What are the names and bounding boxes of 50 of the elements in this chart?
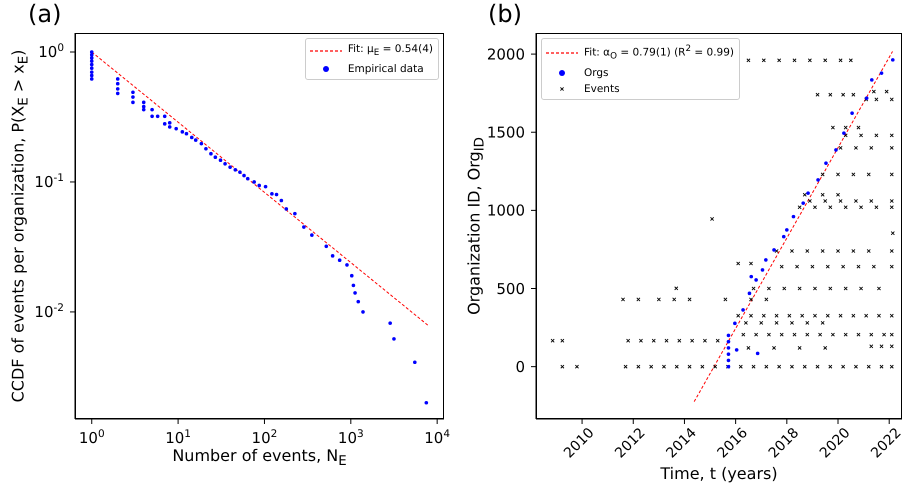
point [870, 78, 874, 82]
y-tick-label: 10$^{-1}$ [34, 172, 64, 192]
y-tick-label: 10$^{-2}$ [34, 302, 64, 322]
point [785, 228, 789, 232]
point [842, 131, 846, 135]
legend-label: Fit: α$_{O}$ = 0.79(1) (R$^{2}$ = 0.99) [584, 43, 734, 64]
x-tick-label: 10$^{2}$ [252, 428, 278, 447]
point [748, 292, 752, 296]
point [890, 58, 895, 62]
point [756, 352, 760, 356]
point [764, 258, 768, 262]
point [824, 161, 828, 165]
point [782, 234, 786, 238]
x-tick-label: 10$^{0}$ [78, 428, 105, 447]
legend-label: Fit: μ$_{E}$ = 0.54(4) [348, 42, 433, 60]
point [806, 191, 810, 195]
point [726, 352, 730, 356]
point [734, 348, 738, 352]
point [792, 214, 796, 218]
point [834, 148, 838, 152]
point [726, 358, 730, 362]
legend-label: Orgs [584, 66, 609, 81]
point [749, 274, 754, 278]
point [726, 334, 730, 338]
y-tick-label: 2000 [486, 45, 525, 64]
point [726, 340, 730, 344]
point [760, 268, 764, 272]
x-tick-label: 10$^{3}$ [338, 428, 364, 447]
point [754, 278, 758, 282]
y-tick-label: 0 [515, 358, 525, 376]
y-tick-label: 1000 [486, 202, 525, 220]
legend-label: Events [584, 82, 620, 97]
point [850, 111, 854, 115]
point [816, 178, 820, 182]
x-tick-label: 10$^{1}$ [165, 428, 191, 447]
x-axis-title: Number of events, N$_{E}$ [171, 446, 348, 470]
legend-label: Empirical data [348, 62, 424, 78]
point [880, 71, 884, 75]
x-tick-label: 10$^{4}$ [424, 428, 450, 447]
point [801, 201, 806, 205]
point [726, 346, 730, 350]
point [741, 308, 745, 312]
x-axis-title: Time, t (years) [659, 464, 779, 483]
point [733, 322, 737, 326]
point [772, 248, 776, 252]
y-tick-label: 10$^{0}$ [38, 42, 64, 62]
chart-title: (a) [28, 0, 62, 28]
chart-title: (b) [488, 0, 522, 28]
y-tick-label: 1500 [486, 123, 525, 142]
y-tick-label: 500 [496, 280, 525, 298]
